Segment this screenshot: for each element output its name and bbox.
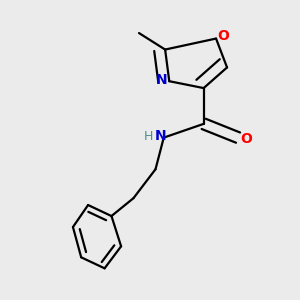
Text: H: H	[144, 130, 153, 143]
Text: N: N	[155, 129, 167, 143]
Text: O: O	[217, 29, 229, 43]
Text: N: N	[156, 74, 167, 87]
Text: O: O	[240, 132, 252, 146]
